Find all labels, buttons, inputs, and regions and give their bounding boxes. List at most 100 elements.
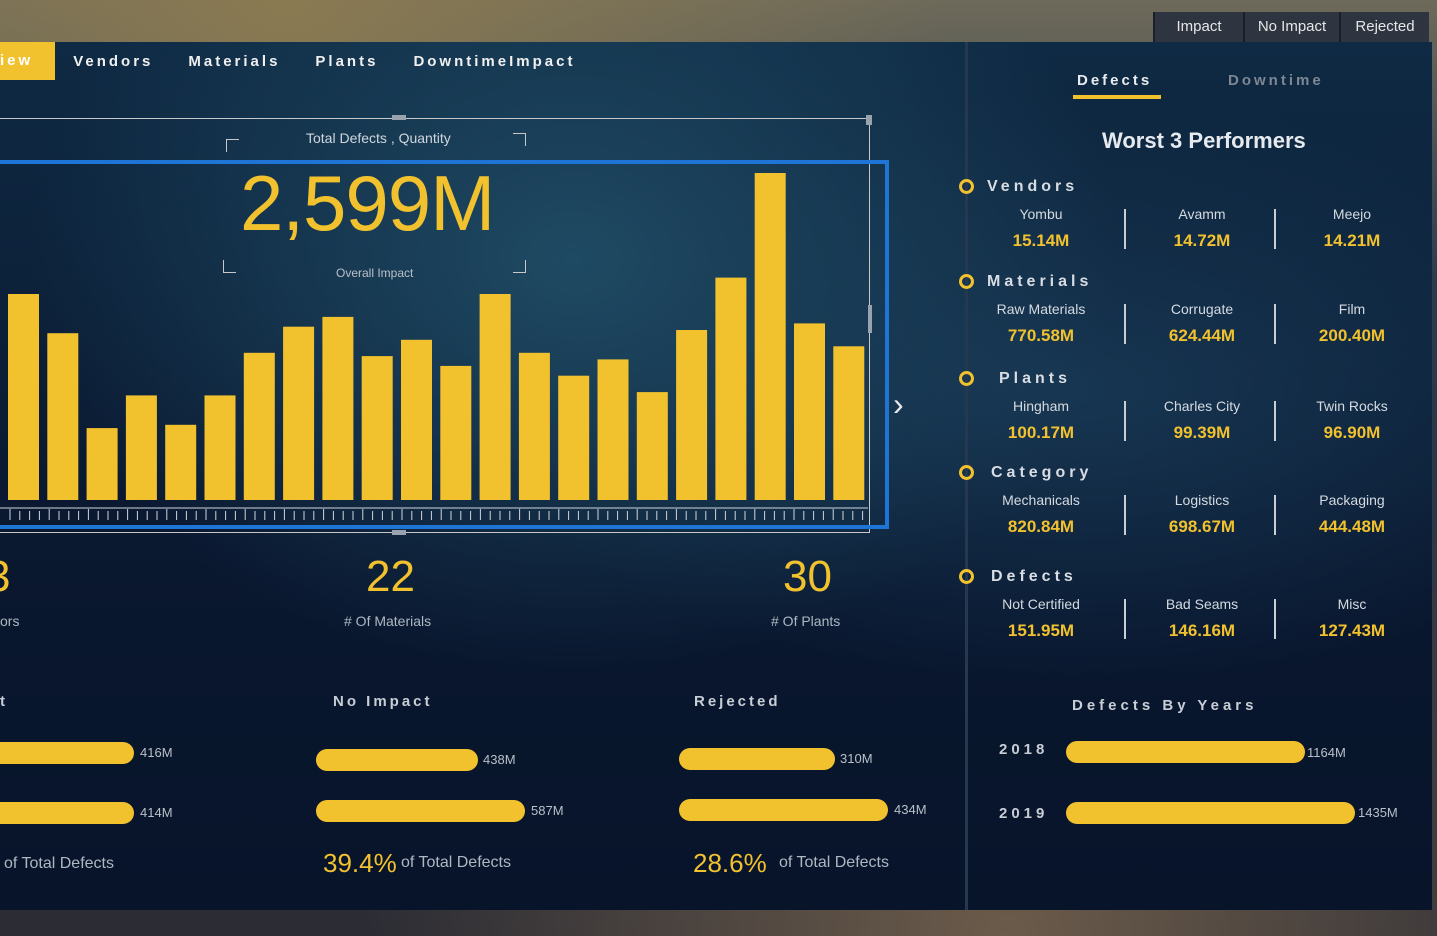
- performer-separator: [1274, 599, 1276, 639]
- chart-bar[interactable]: [165, 424, 197, 500]
- chart-bar[interactable]: [361, 356, 393, 500]
- filter-no-impact-button[interactable]: No Impact: [1243, 12, 1339, 42]
- nav-tab-plants[interactable]: Plants: [315, 52, 379, 70]
- performer-separator: [1124, 495, 1126, 535]
- performer-value: 698.67M: [1168, 517, 1236, 536]
- chart-bar[interactable]: [479, 294, 511, 500]
- chart-bar[interactable]: [754, 173, 786, 500]
- no-impact-pct-label: of Total Defects: [401, 854, 511, 871]
- resize-handle-bottom[interactable]: [392, 530, 406, 535]
- performer-name: Raw Materials: [996, 301, 1086, 317]
- year-2018-label: 2018: [999, 741, 1049, 758]
- rejected-bar-2019: [679, 799, 888, 821]
- performer-separator: [1274, 495, 1276, 535]
- chevron-right-icon[interactable]: ›: [893, 386, 904, 422]
- performer-name: Avamm: [1178, 206, 1226, 222]
- chart-bar[interactable]: [8, 294, 39, 500]
- performer-value: 820.84M: [1007, 517, 1075, 536]
- category-title: Materials: [987, 273, 1093, 290]
- impact-bar-2019: [0, 802, 134, 824]
- chart-bar[interactable]: [283, 326, 315, 500]
- kpi-bracket-tr: [513, 133, 526, 146]
- performer-name: Packaging: [1319, 492, 1385, 508]
- chart-bar[interactable]: [125, 395, 157, 500]
- performer-value: 15.14M: [1012, 231, 1070, 250]
- performer-value: 100.17M: [1007, 423, 1075, 442]
- rejected-bar-2018: [679, 748, 835, 770]
- resize-handle-top[interactable]: [392, 115, 406, 120]
- page-nav: iew Vendors Materials Plants DowntimeImp…: [0, 42, 610, 80]
- category-title: Plants: [999, 370, 1072, 387]
- chart-bar[interactable]: [715, 277, 747, 500]
- kpi-subtitle: Overall Impact: [336, 266, 414, 280]
- category-bullet-icon: [959, 465, 974, 480]
- chart-bar[interactable]: [86, 428, 118, 500]
- resize-handle-corner[interactable]: [866, 115, 872, 125]
- plant-count-label: # Of Plants: [771, 613, 841, 629]
- performer-name: Not Certified: [1002, 596, 1080, 612]
- category-bullet-icon: [959, 569, 974, 584]
- chart-bar[interactable]: [676, 330, 708, 500]
- category-bullet-icon: [959, 371, 974, 386]
- performer-value: 14.72M: [1173, 231, 1231, 250]
- chart-bar[interactable]: [794, 323, 825, 500]
- no-impact-title: No Impact: [333, 693, 433, 710]
- performer-value: 200.40M: [1318, 326, 1386, 345]
- nav-tab-downtime-impact[interactable]: DowntimeImpact: [413, 52, 576, 70]
- category-bullet-icon: [959, 274, 974, 289]
- chart-bar[interactable]: [47, 333, 79, 500]
- chart-bar[interactable]: [518, 352, 550, 500]
- defects-bar-chart[interactable]: [0, 118, 880, 538]
- chart-bar[interactable]: [833, 346, 865, 500]
- filter-impact-button[interactable]: Impact: [1153, 12, 1243, 42]
- no-impact-bar-2018-value: 438M: [483, 752, 516, 767]
- chart-bar[interactable]: [243, 352, 275, 500]
- category-bullet-icon: [959, 179, 974, 194]
- performer-name: Charles City: [1163, 398, 1241, 414]
- chart-bar[interactable]: [597, 359, 629, 500]
- chart-bar[interactable]: [558, 375, 590, 500]
- year-2019-value: 1435M: [1358, 805, 1398, 820]
- no-impact-pct: 39.4%: [323, 848, 397, 878]
- chart-bar[interactable]: [322, 316, 354, 500]
- performer-name: Twin Rocks: [1316, 398, 1388, 414]
- performer-value: 624.44M: [1168, 326, 1236, 345]
- performer-separator: [1124, 209, 1126, 249]
- chart-bar[interactable]: [440, 365, 472, 500]
- rejected-bar-2019-value: 434M: [894, 802, 927, 817]
- performer-name: Meejo: [1332, 206, 1372, 222]
- category-title: Defects: [991, 568, 1077, 585]
- performer-separator: [1274, 209, 1276, 249]
- filter-rejected-button[interactable]: Rejected: [1339, 12, 1429, 42]
- filter-bar: Impact No Impact Rejected: [1153, 12, 1429, 42]
- year-2019-label: 2019: [999, 805, 1049, 822]
- performer-name: Mechanicals: [1002, 492, 1080, 508]
- performer-separator: [1124, 599, 1126, 639]
- impact-bar-2019-value: 414M: [140, 805, 173, 820]
- nav-tab-vendors[interactable]: Vendors: [73, 52, 154, 70]
- impact-pct-label: of Total Defects: [4, 855, 114, 872]
- nav-tab-overview[interactable]: iew: [0, 42, 56, 80]
- year-2019-bar: [1066, 802, 1355, 824]
- rejected-pct-label: of Total Defects: [779, 854, 889, 871]
- performer-value: 146.16M: [1168, 621, 1236, 640]
- resize-handle-right[interactable]: [868, 305, 872, 333]
- chart-bar[interactable]: [401, 339, 432, 500]
- rejected-title: Rejected: [694, 693, 781, 710]
- performer-separator: [1124, 304, 1126, 344]
- tab-defects-underline: [1073, 95, 1161, 99]
- chart-bar[interactable]: [204, 395, 236, 500]
- impact-title: t: [0, 693, 8, 710]
- category-title: Category: [991, 464, 1093, 481]
- no-impact-bar-2018: [316, 749, 478, 771]
- performer-name: Hingham: [1012, 398, 1070, 414]
- kpi-bracket-tl: [226, 139, 239, 152]
- nav-tab-materials[interactable]: Materials: [188, 52, 281, 70]
- worst-performers-title: Worst 3 Performers: [1102, 128, 1306, 153]
- performer-name: Logistics: [1174, 492, 1230, 508]
- kpi-title: Total Defects , Quantity: [306, 130, 451, 146]
- tab-downtime[interactable]: Downtime: [1228, 72, 1324, 89]
- tab-defects[interactable]: Defects: [1077, 72, 1153, 89]
- chart-bar[interactable]: [636, 392, 668, 500]
- plant-count-value: 30: [783, 552, 832, 601]
